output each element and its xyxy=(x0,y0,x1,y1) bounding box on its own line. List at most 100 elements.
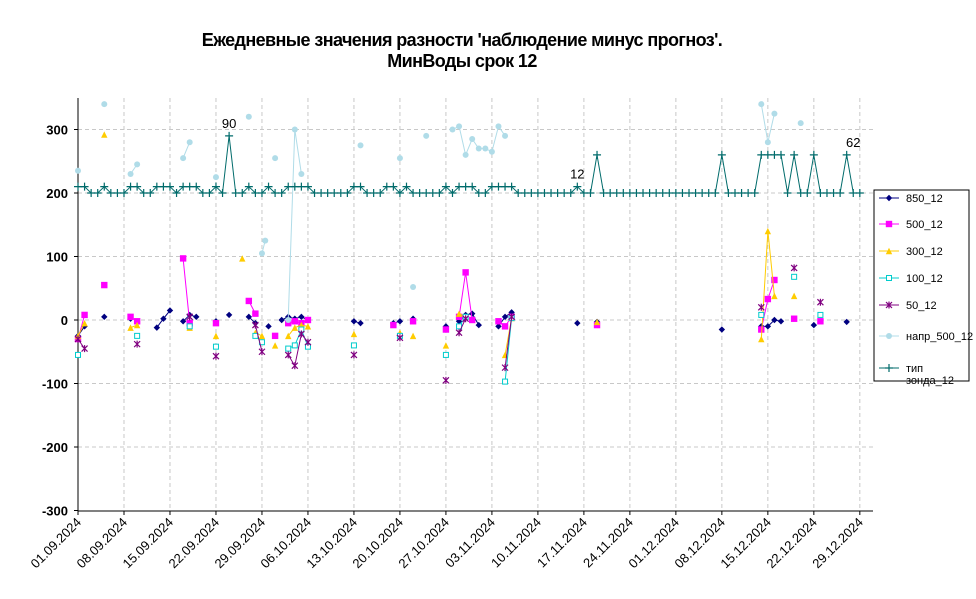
data-point xyxy=(507,182,516,191)
legend-label: 300_12 xyxy=(906,246,943,258)
data-point xyxy=(304,316,312,324)
data-point xyxy=(238,189,247,197)
data-point xyxy=(488,148,495,155)
data-point xyxy=(593,318,601,326)
data-point xyxy=(258,250,265,257)
data-point xyxy=(771,292,778,300)
data-point xyxy=(172,189,181,197)
data-point xyxy=(205,189,214,197)
y-tick-label: 200 xyxy=(46,186,68,201)
data-point xyxy=(133,321,141,329)
data-point xyxy=(101,281,108,289)
data-point xyxy=(817,318,824,325)
data-point xyxy=(291,362,299,370)
data-point xyxy=(271,342,279,349)
data-point xyxy=(81,319,88,327)
y-tick-label: 300 xyxy=(46,123,68,138)
data-point xyxy=(435,189,444,197)
data-point xyxy=(502,378,509,385)
data-point xyxy=(574,319,581,327)
data-point xyxy=(75,167,81,174)
data-point xyxy=(146,189,155,197)
data-point xyxy=(303,182,312,191)
data-point xyxy=(186,323,193,330)
data-point xyxy=(495,323,502,330)
data-point xyxy=(757,303,765,311)
data-point xyxy=(225,131,234,140)
data-point xyxy=(776,150,785,159)
annotation-label: 90 xyxy=(222,116,236,131)
data-point xyxy=(244,182,253,191)
data-point xyxy=(842,150,851,159)
data-point xyxy=(389,182,398,191)
data-point xyxy=(803,189,812,197)
y-tick-label: 100 xyxy=(46,250,68,265)
data-point xyxy=(180,155,187,162)
data-point xyxy=(441,182,450,191)
data-point xyxy=(508,313,516,321)
data-point xyxy=(258,348,266,356)
data-point xyxy=(764,323,772,330)
data-point xyxy=(133,182,142,191)
data-point xyxy=(573,182,582,191)
data-point xyxy=(501,323,509,330)
data-point xyxy=(357,142,364,149)
data-point xyxy=(758,326,765,333)
data-point xyxy=(855,189,864,197)
data-point xyxy=(133,340,141,348)
data-point xyxy=(134,161,141,168)
data-point xyxy=(764,139,771,146)
data-point xyxy=(502,132,509,139)
data-point xyxy=(304,323,312,330)
data-point xyxy=(298,170,305,177)
data-point xyxy=(252,310,259,317)
legend-label: 500_12 xyxy=(906,219,943,231)
data-point xyxy=(442,351,449,358)
data-point xyxy=(285,332,292,340)
data-point xyxy=(402,182,411,191)
data-point xyxy=(843,318,850,326)
data-point xyxy=(101,131,108,138)
data-point xyxy=(396,155,403,162)
data-point xyxy=(101,313,108,321)
data-point xyxy=(343,189,352,197)
chart-title-line1: Ежедневные значения разности 'наблюдение… xyxy=(202,30,722,50)
data-point xyxy=(376,189,385,197)
data-point xyxy=(455,310,463,317)
series-line xyxy=(78,135,860,195)
data-point xyxy=(797,120,804,127)
legend-marker xyxy=(885,220,893,228)
data-point xyxy=(469,310,476,317)
legend-label: зонда_12 xyxy=(906,375,954,387)
data-point xyxy=(350,330,358,338)
data-point xyxy=(501,364,509,372)
data-point xyxy=(245,113,252,120)
data-point xyxy=(566,189,575,197)
series-3 xyxy=(75,273,824,385)
data-point xyxy=(265,323,272,330)
data-point xyxy=(245,297,253,305)
data-point xyxy=(93,189,102,197)
data-point xyxy=(218,189,227,197)
data-point xyxy=(442,342,450,349)
annotation-label: 62 xyxy=(846,135,860,150)
legend-label: 50_12 xyxy=(906,300,937,312)
data-point xyxy=(285,317,292,323)
data-point xyxy=(291,126,298,133)
data-point xyxy=(462,151,469,158)
data-point xyxy=(758,335,765,343)
data-point xyxy=(482,145,489,152)
data-point xyxy=(225,311,233,319)
data-point xyxy=(711,189,720,197)
series-line xyxy=(78,302,820,367)
data-point xyxy=(586,189,595,197)
data-point xyxy=(791,273,798,280)
series-6 xyxy=(74,131,864,197)
data-point xyxy=(409,332,417,340)
legend-label: напр_500_12 xyxy=(906,331,973,343)
data-point xyxy=(291,342,298,349)
data-point xyxy=(101,101,108,108)
data-point xyxy=(423,132,430,139)
data-point xyxy=(764,227,772,235)
data-point xyxy=(193,313,200,321)
